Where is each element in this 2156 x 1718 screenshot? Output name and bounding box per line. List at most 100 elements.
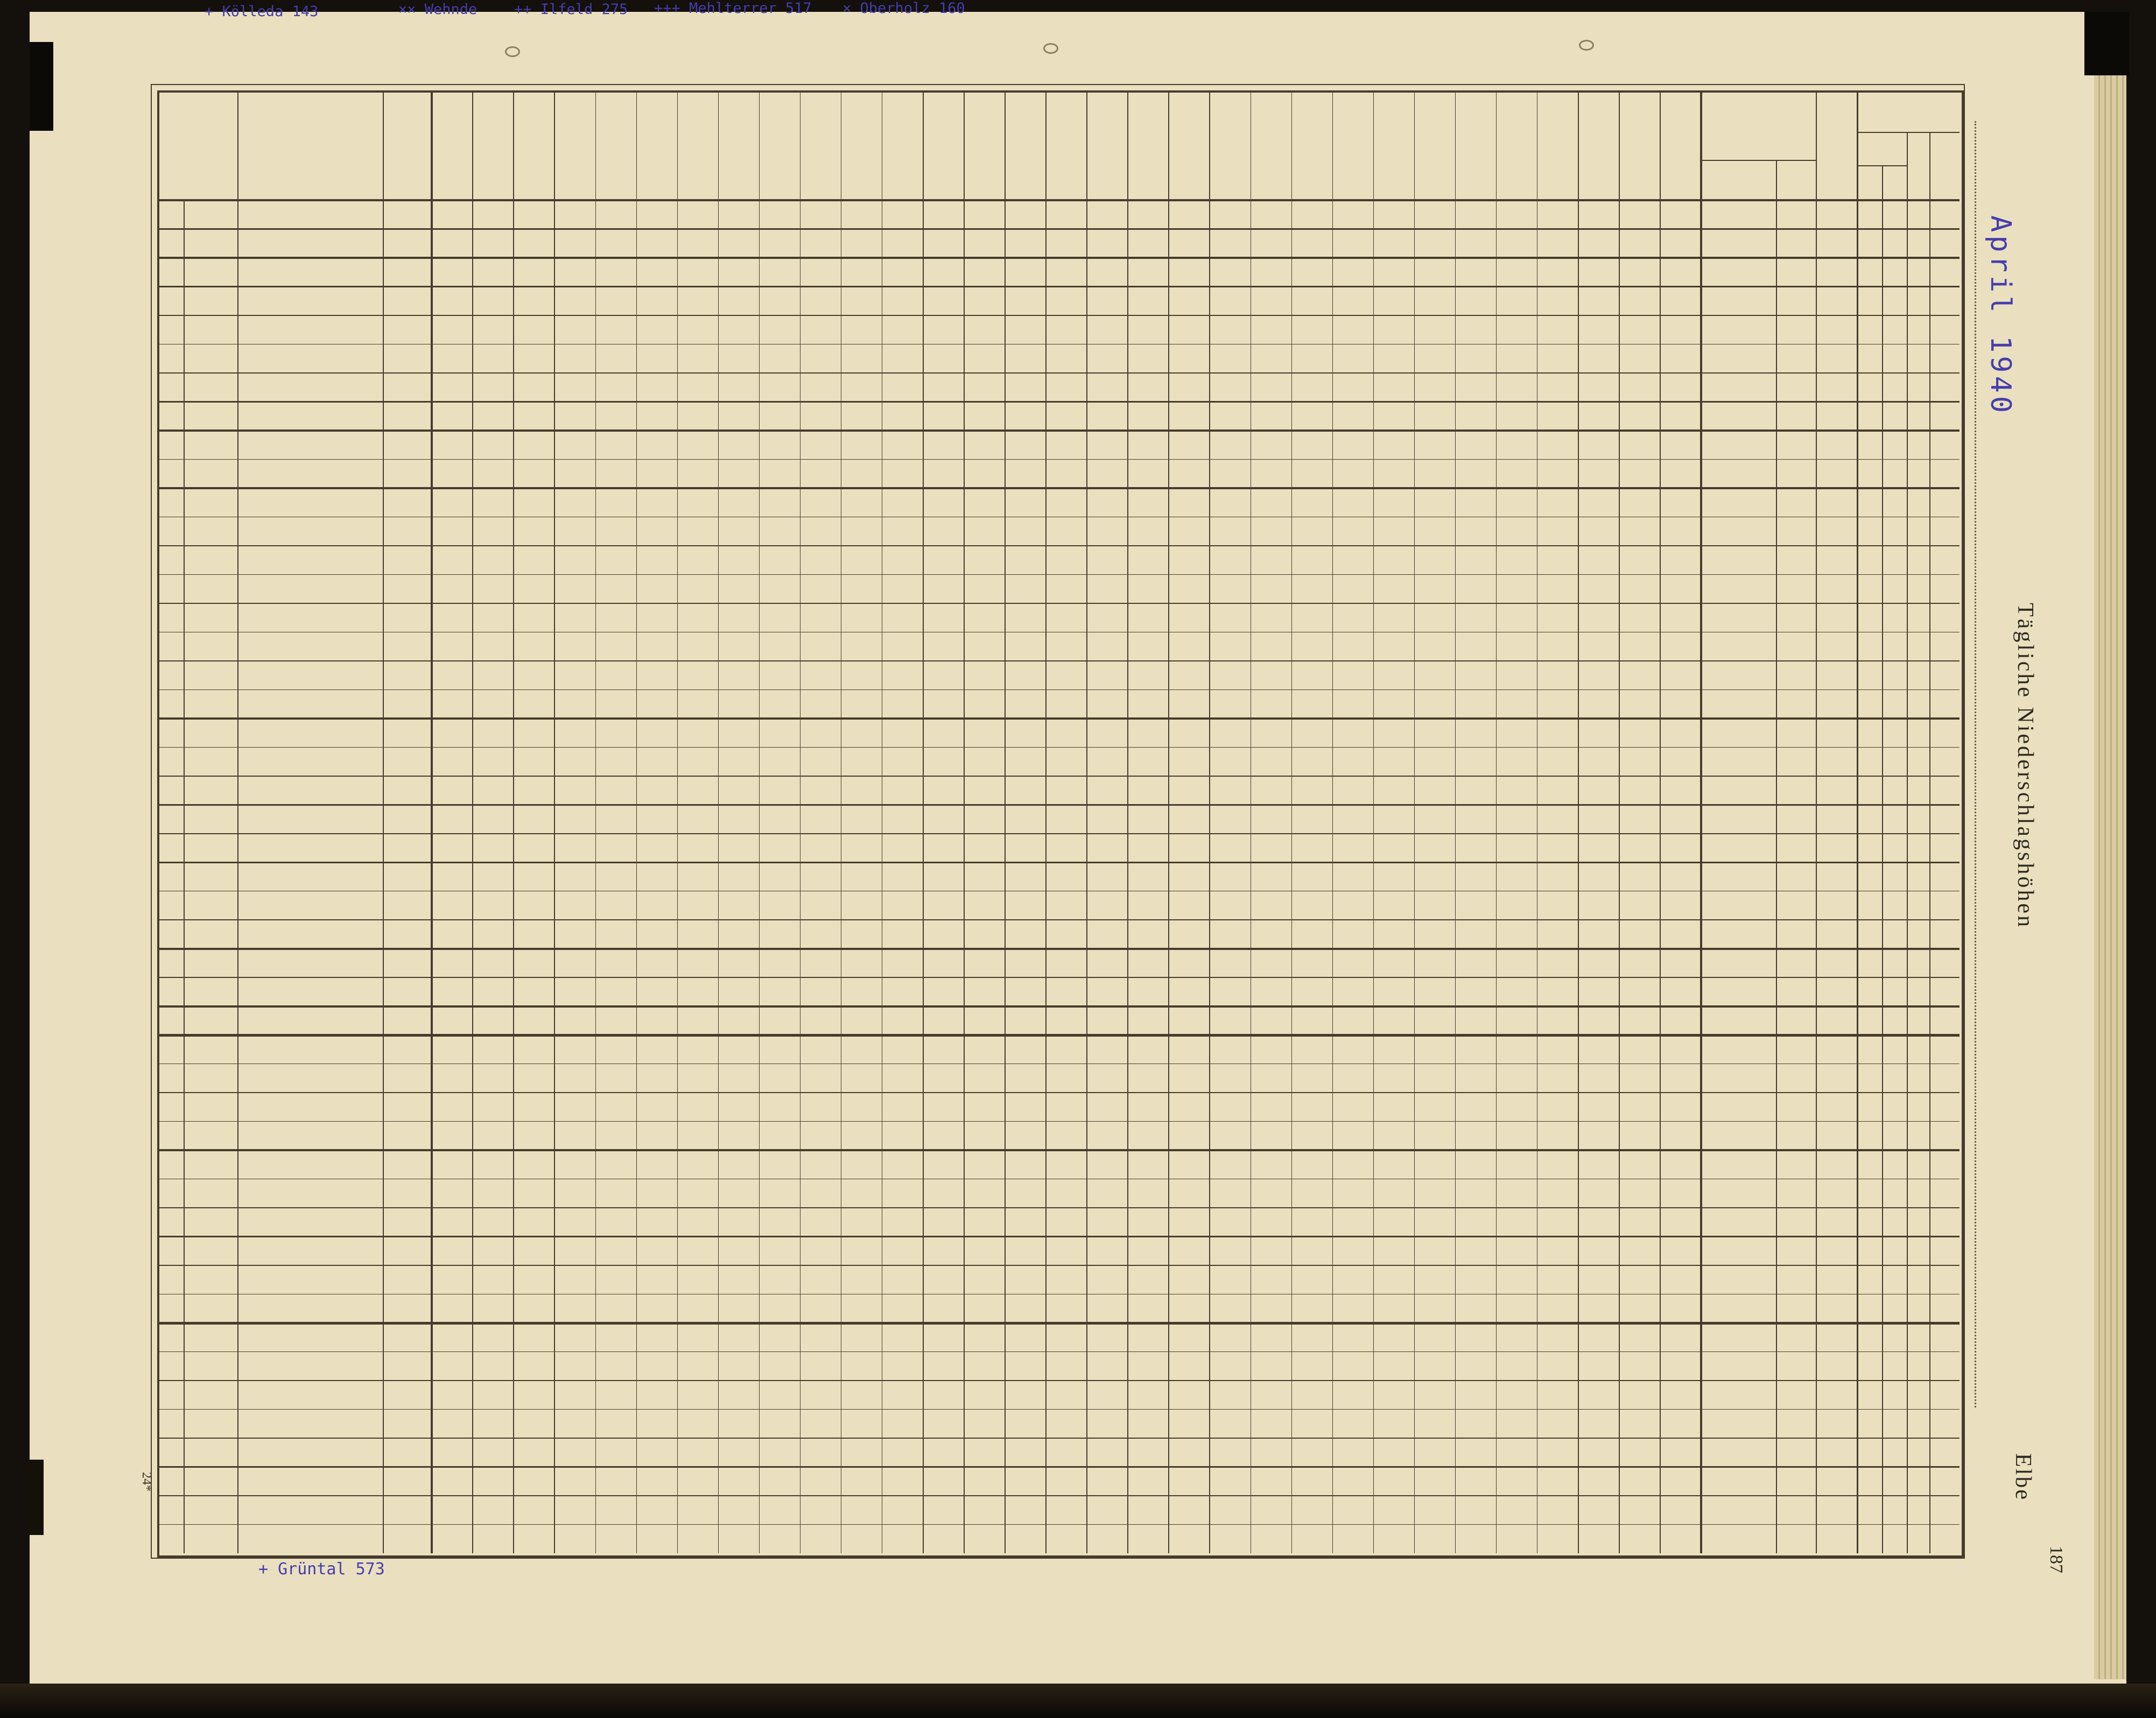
- punch-ring-icon: [505, 46, 520, 57]
- grid-hline: [157, 977, 1960, 978]
- margin-series-title: Tägliche Niederschlagshöhen: [2013, 603, 2038, 929]
- grid-vline: [1929, 132, 1930, 1553]
- grid-hline: [157, 689, 1960, 691]
- grid-vline: [1776, 160, 1777, 1553]
- grid-vline: [382, 90, 384, 1553]
- grid-vline: [1127, 90, 1128, 1553]
- grid-hline: [157, 1005, 1960, 1008]
- page-number: 187: [2046, 1546, 2066, 1573]
- annotation-top-mehlterrer: +++ Mehlterrer 517: [654, 0, 812, 17]
- grid-vline: [1045, 90, 1047, 1553]
- grid-hline: [157, 400, 1960, 403]
- grid-hline: [157, 574, 1960, 575]
- grid-vline: [1699, 90, 1703, 1553]
- grid-hline: [157, 199, 1960, 201]
- grid-vline: [923, 90, 924, 1553]
- grid-hline: [157, 459, 1960, 460]
- grid-vline: [1536, 90, 1538, 1553]
- grid-hline: [157, 1409, 1960, 1410]
- grid-hline: [157, 315, 1960, 316]
- grid-hline: [157, 257, 1960, 259]
- grid-vline: [1291, 90, 1293, 1553]
- header-flussgebiet: [157, 118, 238, 178]
- grid-vline: [1495, 90, 1497, 1553]
- grid-vline: [1455, 90, 1456, 1553]
- grid-hline: [157, 1351, 1960, 1353]
- margin-month-label: April 1940: [1984, 215, 2017, 417]
- grid-hline: [157, 516, 1960, 518]
- grid-vline: [1373, 90, 1374, 1553]
- grid-hline: [1701, 160, 1816, 161]
- grid-hline: [157, 1380, 1960, 1381]
- punch-ring-icon: [1579, 40, 1594, 51]
- grid-hline: [157, 228, 1960, 230]
- grid-hline: [157, 1265, 1960, 1266]
- grid-vline: [1209, 90, 1210, 1553]
- table-frame: [157, 90, 1964, 1558]
- grid-vline: [554, 90, 555, 1553]
- grid-hline: [157, 1495, 1960, 1496]
- grid-hline: [157, 631, 1960, 633]
- grid-hline: [157, 1438, 1960, 1439]
- grid-vline: [1815, 90, 1817, 1553]
- grid-vline: [1414, 90, 1415, 1553]
- annotation-top-oberholz: × Oberholz 160: [842, 0, 965, 17]
- grid-hline: [157, 372, 1960, 374]
- grid-hline: [157, 343, 1960, 345]
- grid-vline: [1250, 90, 1252, 1553]
- grid-hline: [157, 1293, 1960, 1295]
- grid-hline: [157, 948, 1960, 950]
- grid-vline: [881, 90, 883, 1553]
- grid-hline: [157, 717, 1960, 720]
- grid-hline: [157, 1149, 1960, 1151]
- grid-vline: [677, 90, 678, 1553]
- grid-vline: [472, 90, 473, 1553]
- grid-hline: [1857, 132, 1960, 133]
- grid-vline: [1907, 132, 1908, 1553]
- grid-hline: [157, 1235, 1960, 1238]
- grid-hline: [157, 1321, 1960, 1325]
- grid-vline: [636, 90, 637, 1553]
- grid-hline: [157, 776, 1960, 777]
- grid-hline: [157, 1178, 1960, 1180]
- grid-hline: [157, 1524, 1960, 1525]
- grid-hline: [157, 1466, 1960, 1468]
- grid-hline: [1857, 165, 1907, 166]
- grid-hline: [157, 545, 1960, 546]
- grid-vline: [1856, 90, 1858, 1553]
- grid-vline: [840, 90, 842, 1553]
- spine-shadow-top-left: [30, 42, 53, 131]
- grid-hline: [157, 919, 1960, 920]
- grid-hline: [157, 1121, 1960, 1122]
- grid-hline: [157, 1207, 1960, 1208]
- spine-shadow-bottom-left: [30, 1460, 44, 1535]
- annotation-top-wehnde: ×× Wehnde: [398, 1, 477, 18]
- grid-hline: [157, 804, 1960, 806]
- annotation-bottom-gruental: + Grüntal 573: [258, 1560, 385, 1579]
- grid-vline: [718, 90, 719, 1553]
- corner-shadow-top-right: [2084, 12, 2129, 75]
- grid-vline: [759, 90, 760, 1553]
- grid-vline: [1660, 90, 1661, 1553]
- grid-vline: [964, 90, 965, 1553]
- page-edge-stack: [2094, 22, 2126, 1679]
- grid-hline: [157, 487, 1960, 489]
- grid-vline: [1168, 90, 1169, 1553]
- margin-dotted-rule: [1975, 121, 1976, 1407]
- grid-hline: [157, 660, 1960, 661]
- grid-hline: [157, 603, 1960, 604]
- grid-hline: [157, 1092, 1960, 1093]
- grid-vline: [1882, 166, 1883, 1553]
- grid-vline: [237, 90, 239, 1553]
- annotation-top-koelleda: + Kölleda 143: [205, 3, 319, 20]
- bottom-shadow: [0, 1684, 2156, 1718]
- grid-hline: [157, 1063, 1960, 1065]
- grid-vline: [431, 90, 433, 1553]
- grid-hline: [157, 890, 1960, 892]
- grid-vline: [513, 90, 514, 1553]
- grid-hline: [157, 1033, 1960, 1037]
- grid-vline: [184, 200, 185, 1553]
- grid-vline: [1005, 90, 1006, 1553]
